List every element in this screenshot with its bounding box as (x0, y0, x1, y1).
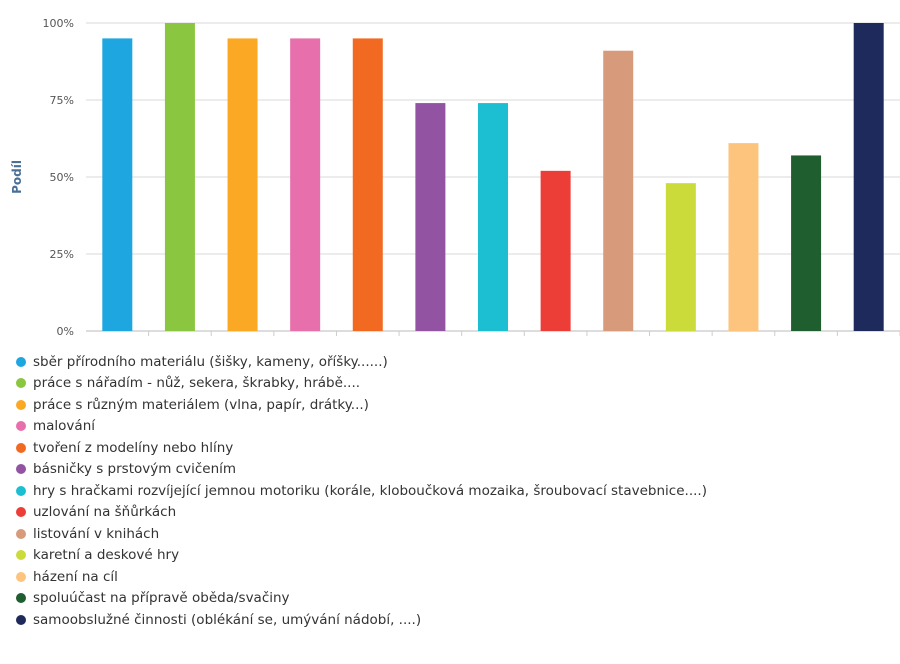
bars (102, 23, 884, 332)
bar[interactable] (791, 155, 822, 331)
bar-chart: 0% 25% 50% 75% 100% Podíl (10, 17, 900, 338)
legend-swatch (16, 571, 26, 582)
legend-swatch (16, 593, 26, 604)
legend-label: básničky s prstovým cvičením (33, 461, 237, 478)
legend-swatch (16, 485, 26, 496)
legend-label: listování v knihách (33, 525, 160, 542)
legend-label: malování (33, 418, 96, 435)
legend-swatch (16, 378, 26, 389)
y-tick-label: 0% (57, 325, 74, 338)
legend-item[interactable]: básničky s prstovým cvičením (16, 459, 707, 481)
legend-item[interactable]: samoobslužné činnosti (oblékání se, umýv… (16, 609, 707, 631)
legend-swatch (16, 421, 26, 432)
bar[interactable] (478, 103, 508, 331)
legend-label: spoluúčast na přípravě oběda/svačiny (33, 590, 290, 607)
y-axis-title: Podíl (10, 160, 24, 194)
legend-swatch (16, 442, 26, 453)
legend-label: tvoření z modelíny nebo hlíny (33, 439, 234, 456)
legend-item[interactable]: hry s hračkami rozvíjející jemnou motori… (16, 480, 707, 502)
bar[interactable] (665, 183, 696, 331)
bar[interactable] (728, 143, 759, 331)
bar[interactable] (227, 38, 258, 332)
legend-label: házení na cíl (33, 568, 118, 585)
y-axis-ticks: 0% 25% 50% 75% 100% (43, 17, 74, 338)
legend: sběr přírodního materiálu (šišky, kameny… (16, 351, 707, 631)
bar[interactable] (540, 170, 571, 331)
y-tick-label: 50% (50, 171, 74, 184)
bar[interactable] (603, 50, 634, 331)
y-tick-label: 100% (43, 17, 74, 30)
legend-label: karetní a deskové hry (33, 547, 180, 564)
legend-swatch (16, 399, 26, 410)
legend-item[interactable]: házení na cíl (16, 566, 707, 588)
legend-item[interactable]: sběr přírodního materiálu (šišky, kameny… (16, 351, 707, 373)
legend-label: uzlování na šňůrkách (33, 504, 177, 521)
legend-label: samoobslužné činnosti (oblékání se, umýv… (33, 611, 422, 628)
bar[interactable] (415, 103, 446, 331)
legend-item[interactable]: spoluúčast na přípravě oběda/svačiny (16, 588, 707, 610)
x-axis-ticks (148, 331, 900, 336)
legend-swatch (16, 464, 26, 475)
bar[interactable] (102, 38, 133, 332)
legend-item[interactable]: tvoření z modelíny nebo hlíny (16, 437, 707, 459)
y-tick-label: 25% (50, 248, 74, 261)
legend-item[interactable]: práce s různým materiálem (vlna, papír, … (16, 394, 707, 416)
legend-item[interactable]: karetní a deskové hry (16, 545, 707, 567)
legend-swatch (16, 550, 26, 561)
legend-label: práce s různým materiálem (vlna, papír, … (33, 396, 369, 413)
legend-swatch (16, 528, 26, 539)
legend-label: práce s nářadím - nůž, sekera, škrabky, … (33, 375, 361, 392)
legend-swatch (16, 614, 26, 625)
bar[interactable] (352, 38, 383, 332)
legend-item[interactable]: práce s nářadím - nůž, sekera, škrabky, … (16, 373, 707, 395)
legend-swatch (16, 356, 26, 367)
bar[interactable] (290, 38, 321, 332)
legend-item[interactable]: listování v knihách (16, 523, 707, 545)
legend-label: sběr přírodního materiálu (šišky, kameny… (33, 353, 388, 370)
bar[interactable] (853, 23, 884, 331)
legend-item[interactable]: malování (16, 416, 707, 438)
legend-label: hry s hračkami rozvíjející jemnou motori… (33, 482, 707, 499)
legend-swatch (16, 507, 26, 518)
legend-item[interactable]: uzlování na šňůrkách (16, 502, 707, 524)
y-tick-label: 75% (50, 94, 74, 107)
bar[interactable] (164, 23, 195, 331)
